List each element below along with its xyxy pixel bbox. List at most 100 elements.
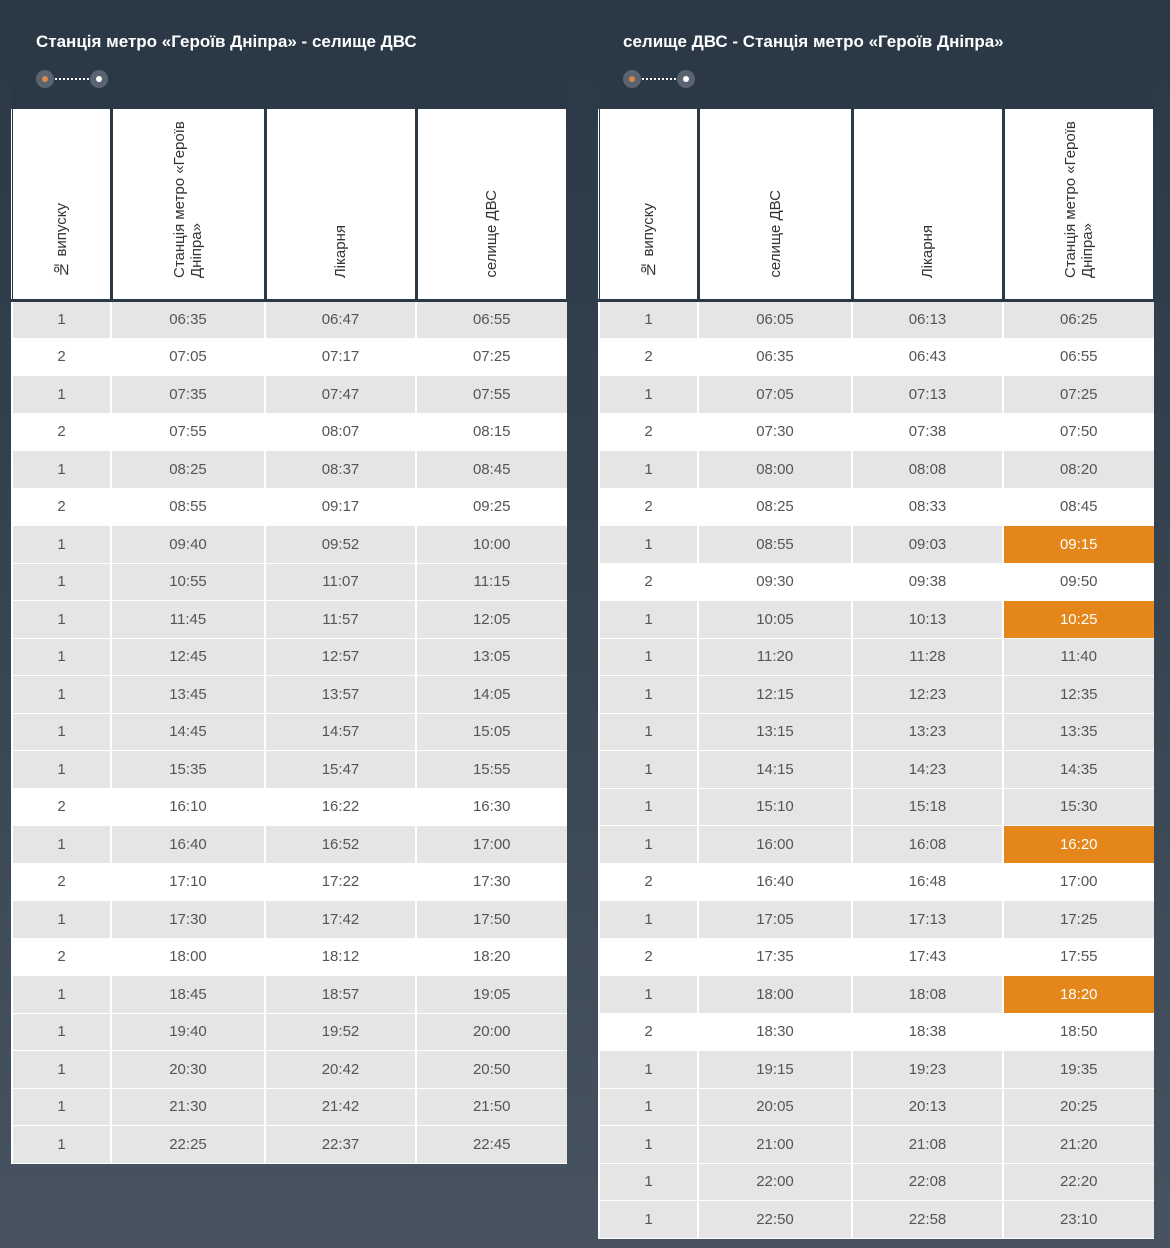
time-cell: 22:00 [697,1163,852,1201]
time-cell: 14:05 [415,675,567,714]
time-cell: 15:05 [415,713,567,751]
table-row: 1 20:30 20:42 20:50 [11,1050,567,1089]
bus-number-cell: 1 [11,300,111,339]
table-row: 1 19:15 19:23 19:35 [598,1050,1154,1089]
table-row: 1 06:05 06:13 06:25 [598,300,1154,339]
bus-number-cell: 1 [598,1125,698,1164]
column-header: Станція метро «Героїв Дніпра» [1001,109,1154,302]
time-cell: 12:57 [264,638,416,676]
table-row: 2 16:40 16:48 17:00 [598,863,1154,901]
highlighted-time-cell: 09:15 [1002,525,1154,564]
time-cell: 18:30 [697,1013,852,1051]
bus-number-cell: 1 [11,450,111,489]
time-cell: 19:15 [697,1050,852,1089]
bus-number-cell: 2 [598,488,698,526]
time-cell: 08:00 [697,450,852,489]
time-cell: 22:50 [697,1200,852,1239]
bus-number-cell: 2 [11,863,111,901]
table-row: 1 07:35 07:47 07:55 [11,375,567,414]
time-cell: 13:15 [697,713,852,751]
time-cell: 18:57 [264,975,416,1014]
table-row: 1 08:55 09:03 09:15 [598,525,1154,564]
time-cell: 06:35 [110,300,265,339]
time-cell: 10:55 [110,563,265,601]
table-row: 1 10:05 10:13 10:25 [598,600,1154,639]
time-cell: 20:42 [264,1050,416,1089]
bus-number-cell: 1 [11,675,111,714]
time-cell: 11:45 [110,600,265,639]
time-cell: 16:08 [851,825,1003,864]
bus-number-cell: 2 [11,938,111,976]
column-header-label: № випуску [52,203,70,278]
time-cell: 11:57 [264,600,416,639]
time-cell: 14:35 [1002,750,1154,789]
time-cell: 19:23 [851,1050,1003,1089]
table-row: 1 16:40 16:52 17:00 [11,825,567,864]
table-row: 1 08:25 08:37 08:45 [11,450,567,489]
column-header-label: Станція метро «Героїв Дніпра» [1061,121,1096,278]
time-cell: 10:13 [851,600,1003,639]
bus-number-cell: 2 [598,338,698,376]
table-row: 1 14:45 14:57 15:05 [11,713,567,751]
column-header-label: селище ДВС [766,190,784,278]
time-cell: 07:13 [851,375,1003,414]
column-header-label: Станція метро «Героїв Дніпра» [171,121,205,278]
time-cell: 07:17 [264,338,416,376]
time-cell: 20:50 [415,1050,567,1089]
time-cell: 07:35 [110,375,265,414]
highlighted-time-cell: 18:20 [1002,975,1154,1014]
table-row: 1 13:15 13:23 13:35 [598,713,1154,751]
time-cell: 13:23 [851,713,1003,751]
bus-number-cell: 1 [598,300,698,339]
time-cell: 16:10 [110,788,265,826]
time-cell: 11:20 [697,638,852,676]
table-row: 1 20:05 20:13 20:25 [598,1088,1154,1126]
time-cell: 13:35 [1002,713,1154,751]
time-cell: 09:38 [851,563,1003,601]
time-cell: 15:10 [697,788,852,826]
time-cell: 18:45 [110,975,265,1014]
time-cell: 22:45 [415,1125,567,1164]
time-cell: 14:23 [851,750,1003,789]
time-cell: 15:47 [264,750,416,789]
bus-number-cell: 1 [598,900,698,939]
bus-number-cell: 1 [598,713,698,751]
time-cell: 12:23 [851,675,1003,714]
column-header: Лікарня [850,109,1005,302]
panel-header: селище ДВС - Станція метро «Героїв Дніпр… [598,10,1154,109]
time-cell: 09:03 [851,525,1003,564]
time-cell: 07:55 [415,375,567,414]
time-cell: 08:25 [110,450,265,489]
route-title: селище ДВС - Станція метро «Героїв Дніпр… [623,32,1004,51]
bus-number-cell: 2 [598,938,698,976]
time-cell: 19:52 [264,1013,416,1051]
time-cell: 18:00 [110,938,265,976]
bus-number-cell: 1 [11,1013,111,1051]
time-cell: 13:57 [264,675,416,714]
column-header: селище ДВС [414,109,567,302]
time-cell: 19:40 [110,1013,265,1051]
time-cell: 16:48 [851,863,1003,901]
bus-number-cell: 2 [598,413,698,451]
route-start-end-icon [623,70,1154,88]
time-cell: 06:35 [697,338,852,376]
time-cell: 06:43 [851,338,1003,376]
table-row: 1 06:35 06:47 06:55 [11,300,567,339]
route-start-end-icon [36,70,567,88]
time-cell: 17:13 [851,900,1003,939]
time-cell: 16:40 [697,863,852,901]
time-cell: 18:12 [264,938,416,976]
time-cell: 18:50 [1002,1013,1154,1051]
time-cell: 14:57 [264,713,416,751]
time-cell: 15:18 [851,788,1003,826]
time-cell: 08:33 [851,488,1003,526]
time-cell: 21:20 [1002,1125,1154,1164]
time-cell: 11:15 [415,563,567,601]
time-cell: 17:50 [415,900,567,939]
bus-number-cell: 1 [598,675,698,714]
time-cell: 20:30 [110,1050,265,1089]
bus-number-cell: 1 [598,825,698,864]
bus-number-cell: 1 [598,1050,698,1089]
bus-number-cell: 1 [598,788,698,826]
schedule-panel-inbound: селище ДВС - Станція метро «Героїв Дніпр… [598,10,1154,1239]
